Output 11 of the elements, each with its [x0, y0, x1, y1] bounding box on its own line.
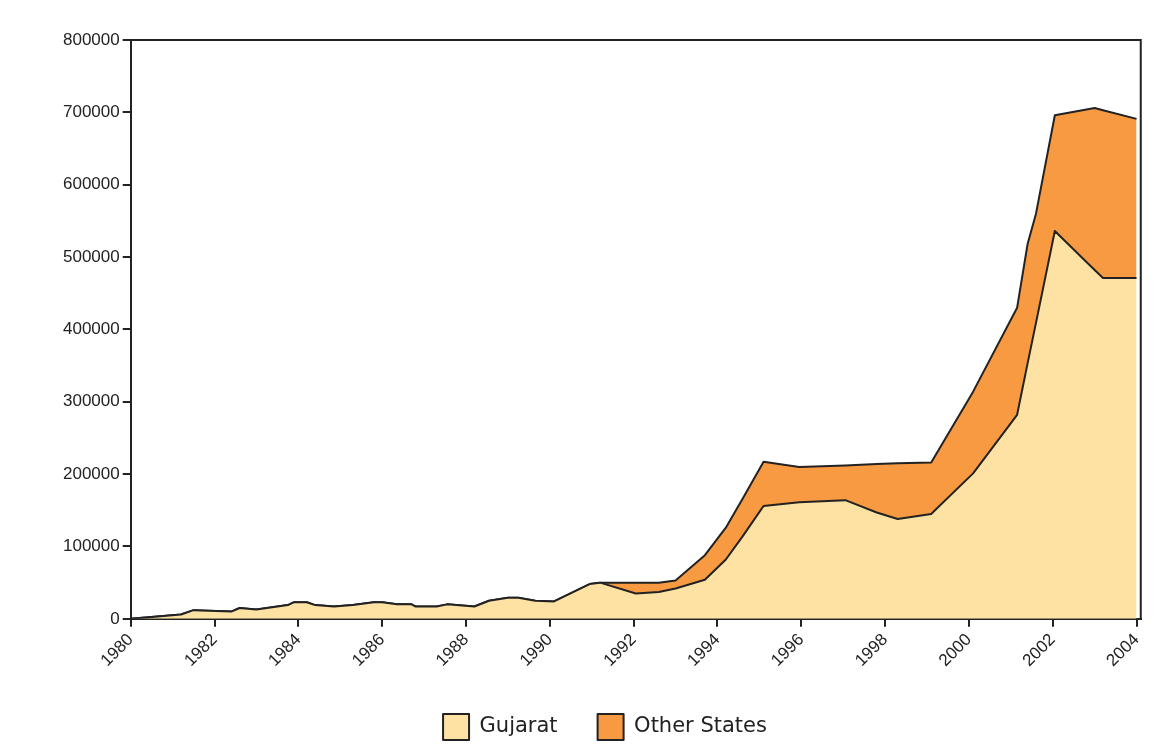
y-tick-label: 0 [110, 608, 120, 628]
y-tick-label: 200000 [62, 463, 120, 483]
y-tick-label: 100000 [62, 536, 120, 556]
y-tick-label: 800000 [62, 29, 120, 49]
y-tick-label: 400000 [62, 319, 120, 339]
y-tick-label: 700000 [62, 102, 120, 122]
y-tick-label: 500000 [62, 246, 120, 266]
legend-label: Gujarat [479, 713, 558, 738]
y-tick-label: 300000 [62, 391, 120, 411]
legend-label: Other States [634, 713, 767, 738]
y-tick-label: 600000 [62, 174, 120, 194]
